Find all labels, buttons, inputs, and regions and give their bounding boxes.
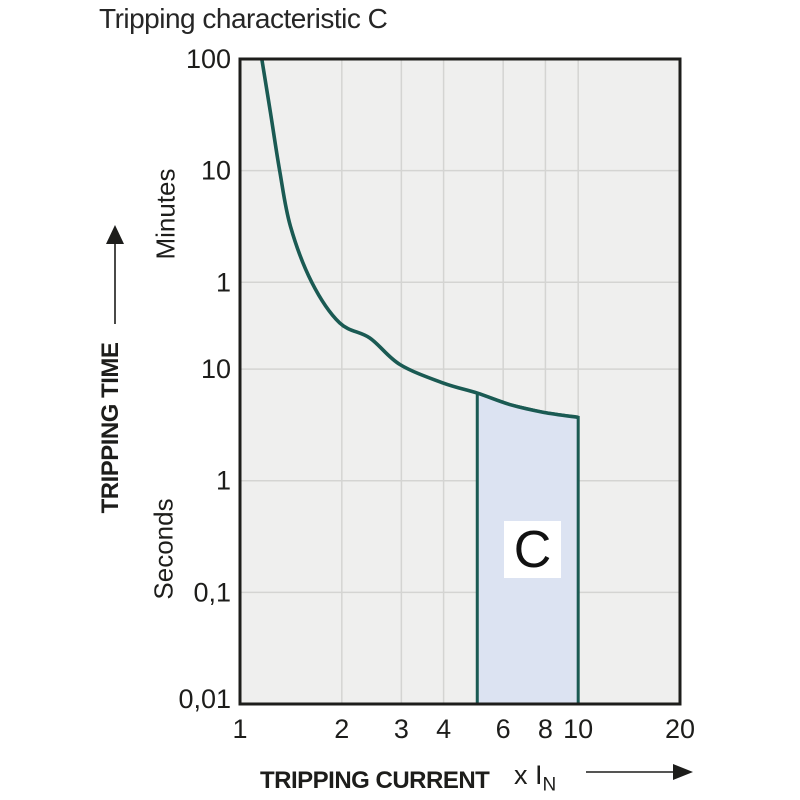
y-tick-label: 100 [186,44,231,74]
y-tick-label: 1 [216,267,231,297]
x-tick-label: 6 [496,714,511,744]
x-axis-unit-label: x IN [514,760,556,794]
y-axis-arrow-icon [106,225,124,324]
plot-border [238,57,682,706]
region-label-box: C [504,520,561,579]
x-tick-label: 2 [334,714,349,744]
y-tick-label: 10 [201,354,231,384]
x-tick-label: 4 [436,714,451,744]
x-axis-title: TRIPPING CURRENT [260,767,490,794]
y-unit-minutes-label: Minutes [150,168,181,260]
x-tick-label: 1 [232,714,247,744]
tripping-curve [260,58,579,420]
x-tick-label: 10 [563,714,593,744]
y-tick-label: 0,1 [193,577,231,607]
x-axis-arrow-icon [586,764,693,780]
y-axis-title: TRIPPING TIME [97,342,124,514]
x-axis-unit-subscript: N [542,774,557,796]
x-axis-unit-text: x I [514,760,543,790]
y-unit-seconds-label: Seconds [148,498,179,600]
x-tick-label: 20 [665,714,695,744]
y-tick-label: 0,01 [178,684,231,714]
y-tick-label: 10 [201,156,231,186]
y-tick-label: 1 [216,466,231,496]
x-tick-label: 8 [538,714,553,744]
plot-background [240,59,680,704]
x-tick-label: 3 [394,714,409,744]
chart-title: Tripping characteristic C [99,3,388,34]
region-label: C [513,520,552,579]
